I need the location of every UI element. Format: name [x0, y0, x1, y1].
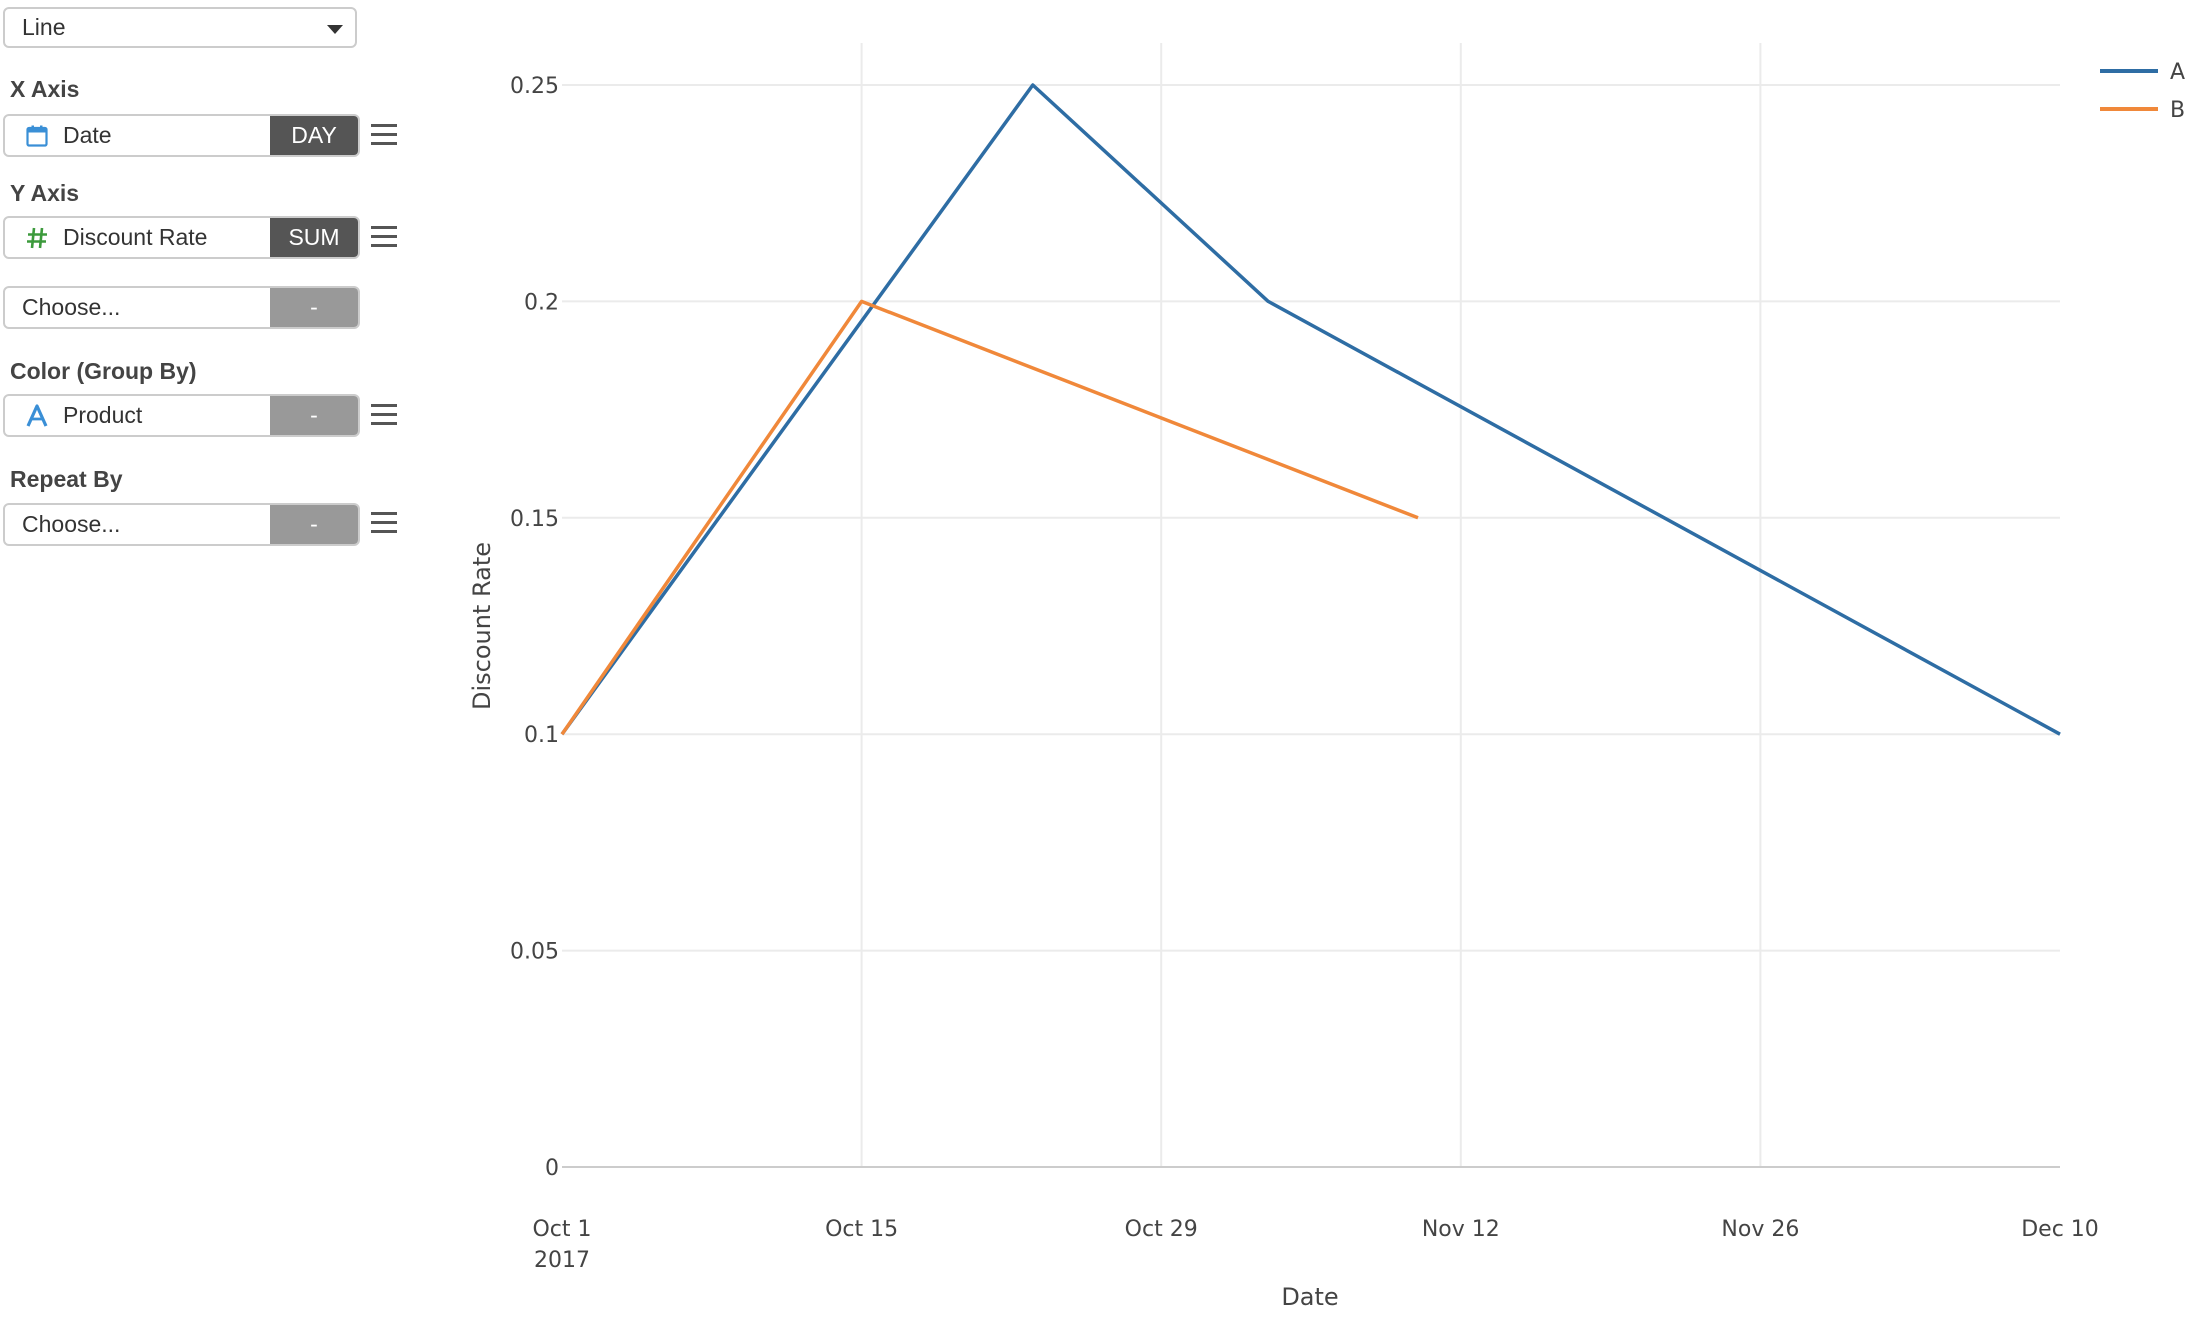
x-tick-label: Oct 29	[1125, 1217, 1198, 1242]
y-axis-field-name: Discount Rate	[63, 224, 208, 250]
color-group-field[interactable]: Product -	[3, 394, 360, 437]
y-axis-title: Discount Rate	[468, 542, 496, 710]
x-axis: Oct 1 Oct 15 Oct 29 Nov 12 Nov 26 Dec 10 2017	[532, 1166, 2099, 1273]
y-axis-extra-aggregation-button[interactable]: -	[270, 288, 358, 327]
x-axis-aggregation-button[interactable]: DAY	[270, 116, 358, 155]
repeat-by-aggregation-button[interactable]: -	[270, 505, 358, 544]
x-tick-year-label: 2017	[534, 1248, 590, 1273]
repeat-by-placeholder: Choose...	[22, 511, 121, 537]
repeat-by-menu-icon[interactable]	[371, 512, 397, 534]
x-tick-label: Oct 1	[532, 1217, 591, 1242]
y-axis-extra-field[interactable]: Choose... -	[3, 286, 360, 329]
series-lines	[560, 83, 2061, 736]
x-axis-field[interactable]: Date DAY	[3, 114, 360, 157]
chart-config-panel: Line X Axis Date DAY Y Axis Discount Rat…	[0, 0, 420, 1318]
color-group-field-name: Product	[63, 402, 143, 428]
legend[interactable]: AB	[2100, 60, 2185, 123]
y-axis-menu-icon[interactable]	[371, 226, 397, 248]
x-axis-label: X Axis	[10, 76, 80, 102]
number-hash-icon	[27, 227, 47, 249]
x-tick-label: Dec 10	[2021, 1217, 2099, 1242]
y-tick-label: 0	[545, 1156, 559, 1181]
series-line-a	[560, 83, 2061, 736]
y-tick-label: 0.25	[510, 74, 559, 99]
y-axis-extra-placeholder: Choose...	[22, 294, 121, 320]
y-tick-label: 0.05	[510, 940, 559, 965]
legend-label-a: A	[2170, 60, 2185, 85]
y-axis-field[interactable]: Discount Rate SUM	[3, 216, 360, 259]
grid-lines	[562, 43, 2060, 1167]
color-group-aggregation-button[interactable]: -	[270, 396, 358, 435]
x-axis-menu-icon[interactable]	[371, 124, 397, 146]
y-tick-label: 0.1	[524, 723, 559, 748]
y-tick-label: 0.2	[524, 290, 559, 315]
y-tick-label: 0.15	[510, 507, 559, 532]
text-type-icon	[26, 404, 48, 427]
x-axis-title: Date	[1281, 1283, 1338, 1311]
y-axis: 0 0.05 0.1 0.15 0.2 0.25	[510, 74, 559, 1181]
y-axis-aggregation-button[interactable]: SUM	[270, 218, 358, 257]
chart-type-select[interactable]: Line	[3, 7, 357, 48]
color-group-label: Color (Group By)	[10, 358, 197, 384]
x-axis-field-name: Date	[63, 122, 112, 148]
x-tick-label: Nov 12	[1422, 1217, 1500, 1242]
legend-label-b: B	[2170, 98, 2185, 123]
repeat-by-label: Repeat By	[10, 466, 123, 492]
repeat-by-field[interactable]: Choose... -	[3, 503, 360, 546]
x-tick-label: Nov 26	[1721, 1217, 1799, 1242]
color-group-menu-icon[interactable]	[371, 404, 397, 426]
chart-type-value: Line	[22, 14, 66, 40]
y-axis-label: Y Axis	[10, 180, 80, 206]
series-line-b	[560, 299, 1419, 736]
chevron-down-icon	[327, 25, 343, 34]
x-tick-label: Oct 15	[825, 1217, 898, 1242]
calendar-icon	[26, 125, 48, 147]
